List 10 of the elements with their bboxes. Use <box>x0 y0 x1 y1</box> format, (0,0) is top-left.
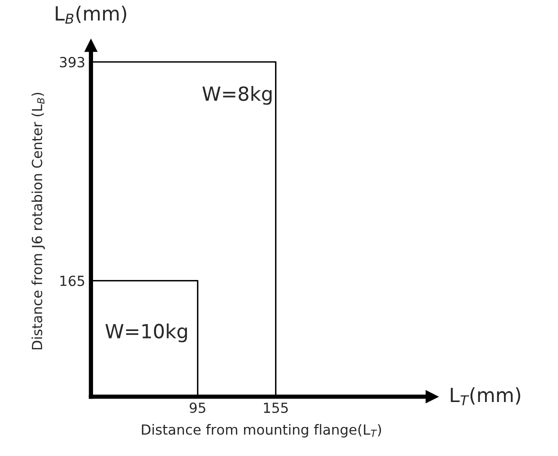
y-tick-label: 165 <box>60 276 84 286</box>
text: L$_{T}$(mm) <box>450 387 520 406</box>
series-label: W=10kg <box>105 323 187 342</box>
x-tick-label: 95 <box>190 402 206 414</box>
text: L$_{B}$(mm) <box>56 6 126 24</box>
y-tick-label: 393 <box>60 56 84 68</box>
y-axis-title: Distance from J6 rotabion Center (L$_{B}$) <box>32 92 45 350</box>
x-tick-label: 155 <box>264 402 288 414</box>
x-axis-title: Distance from mounting flange(L$_{T}$) <box>142 424 382 438</box>
series-label: W=8kg <box>202 86 272 105</box>
